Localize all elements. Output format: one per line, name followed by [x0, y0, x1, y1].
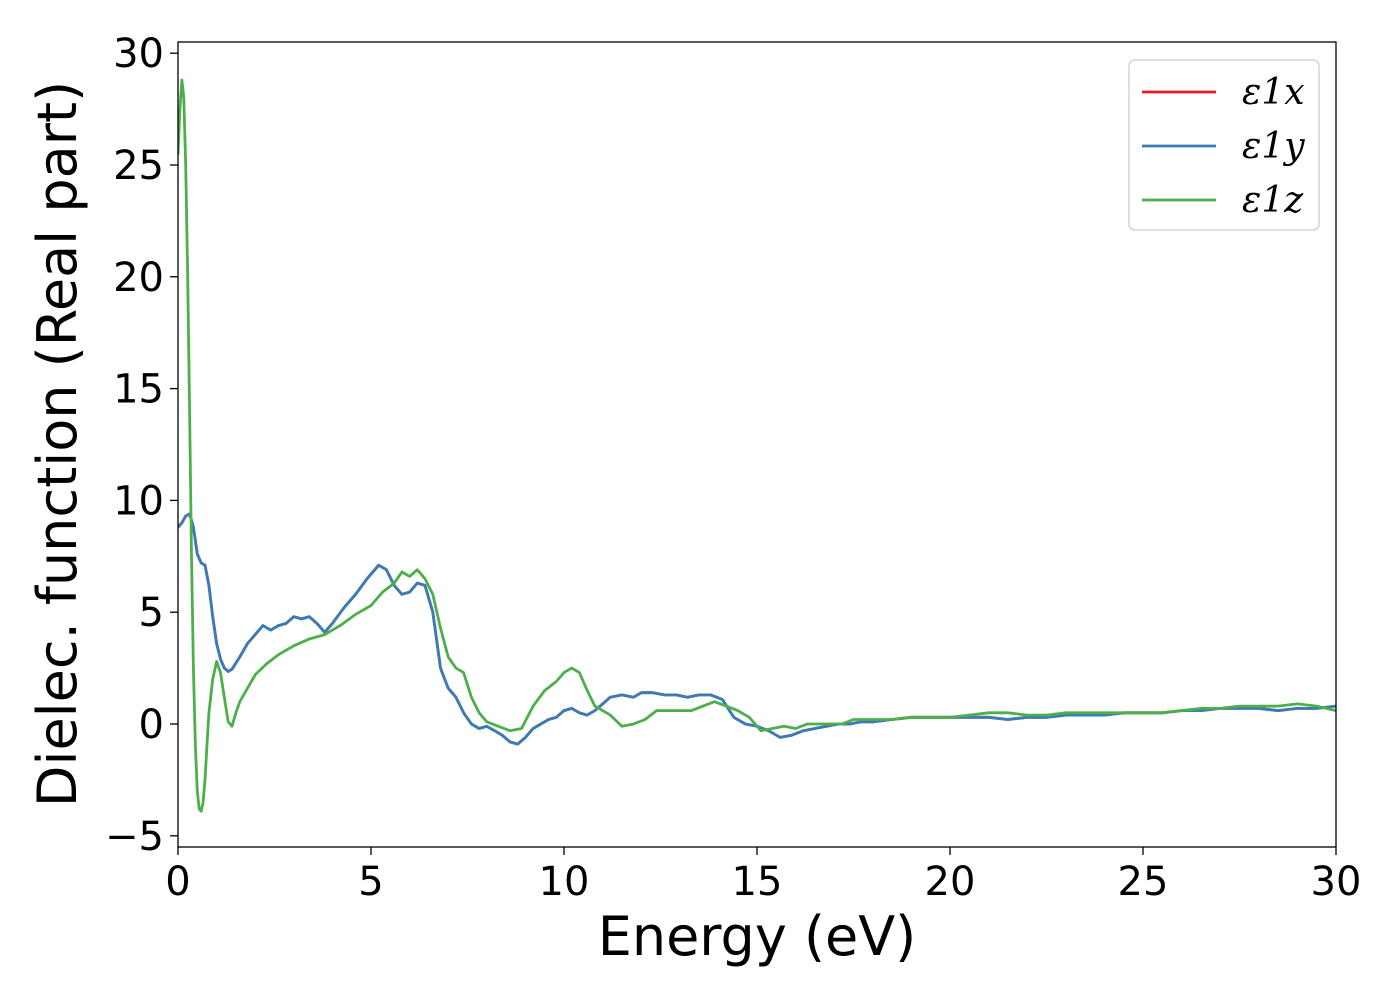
series-line-2 — [178, 512, 1336, 746]
legend-label: ε1x — [1242, 72, 1305, 113]
y-tick-label: 30 — [113, 31, 164, 77]
y-tick-label: 0 — [139, 702, 164, 748]
legend-label: ε1y — [1242, 126, 1305, 167]
y-tick-label: 25 — [113, 143, 164, 189]
x-tick-label: 25 — [1118, 859, 1169, 905]
x-tick-label: 15 — [732, 859, 783, 905]
y-tick-label: 5 — [139, 590, 164, 636]
x-tick-label: 10 — [539, 859, 590, 905]
y-tick-label: 10 — [113, 478, 164, 524]
legend-box — [1128, 59, 1320, 231]
x-tick-label: 20 — [925, 859, 976, 905]
legend: ε1x ε1y ε1z — [1128, 59, 1320, 231]
x-tick-label: 0 — [165, 859, 190, 905]
series-line-3 — [178, 78, 1336, 813]
y-axis-title: Dielec. function (Real part) — [26, 81, 89, 807]
x-tick-label: 5 — [358, 859, 383, 905]
y-tick-label: 20 — [113, 255, 164, 301]
x-tick-label: 30 — [1311, 859, 1362, 905]
legend-label: ε1z — [1242, 180, 1304, 221]
y-tick-label: −5 — [105, 814, 164, 860]
y-tick-label: 15 — [113, 367, 164, 413]
x-axis-title: Energy (eV) — [598, 905, 917, 968]
